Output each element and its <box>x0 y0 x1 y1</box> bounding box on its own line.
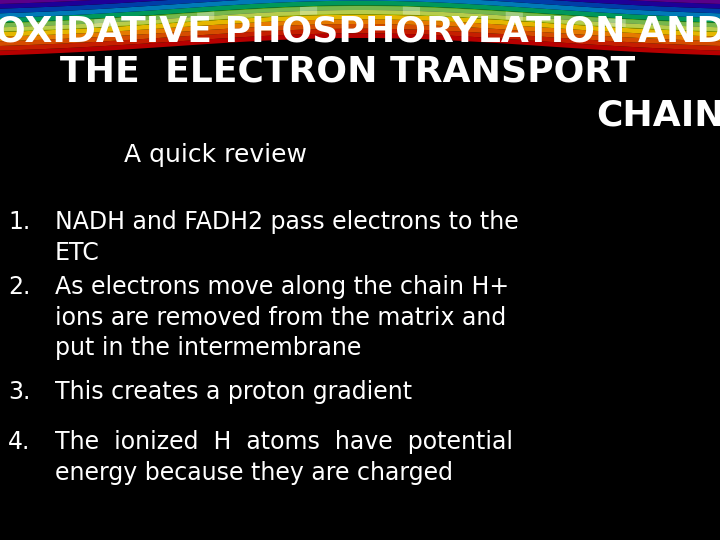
Polygon shape <box>505 11 626 28</box>
Polygon shape <box>608 18 720 31</box>
Text: As electrons move along the chain H+
ions are removed from the matrix and
put in: As electrons move along the chain H+ ion… <box>55 275 509 360</box>
Polygon shape <box>0 29 720 51</box>
Text: CHAIN: CHAIN <box>596 98 720 132</box>
Text: 2.: 2. <box>8 275 30 299</box>
Polygon shape <box>0 0 720 14</box>
Text: NADH and FADH2 pass electrons to the
ETC: NADH and FADH2 pass electrons to the ETC <box>55 210 518 265</box>
Text: 1.: 1. <box>8 210 30 234</box>
Polygon shape <box>0 15 720 37</box>
Polygon shape <box>0 0 720 9</box>
Polygon shape <box>0 1 720 23</box>
Polygon shape <box>0 18 112 31</box>
Polygon shape <box>94 11 215 28</box>
Polygon shape <box>0 33 720 56</box>
Text: THE  ELECTRON TRANSPORT: THE ELECTRON TRANSPORT <box>60 55 635 89</box>
Text: This creates a proton gradient: This creates a proton gradient <box>55 380 412 404</box>
Polygon shape <box>0 0 720 18</box>
Polygon shape <box>0 5 720 28</box>
Text: 4.: 4. <box>8 430 30 454</box>
Text: A quick review: A quick review <box>124 143 307 167</box>
Polygon shape <box>0 24 720 46</box>
Polygon shape <box>0 0 720 4</box>
Polygon shape <box>300 6 420 15</box>
Text: The  ionized  H  atoms  have  potential
energy because they are charged: The ionized H atoms have potential energ… <box>55 430 513 485</box>
Polygon shape <box>0 19 720 42</box>
Text: OXIDATIVE PHOSPHORYLATION AND: OXIDATIVE PHOSPHORYLATION AND <box>0 15 720 49</box>
Polygon shape <box>403 6 523 21</box>
Polygon shape <box>0 10 720 32</box>
Polygon shape <box>197 6 317 21</box>
Text: 3.: 3. <box>8 380 30 404</box>
